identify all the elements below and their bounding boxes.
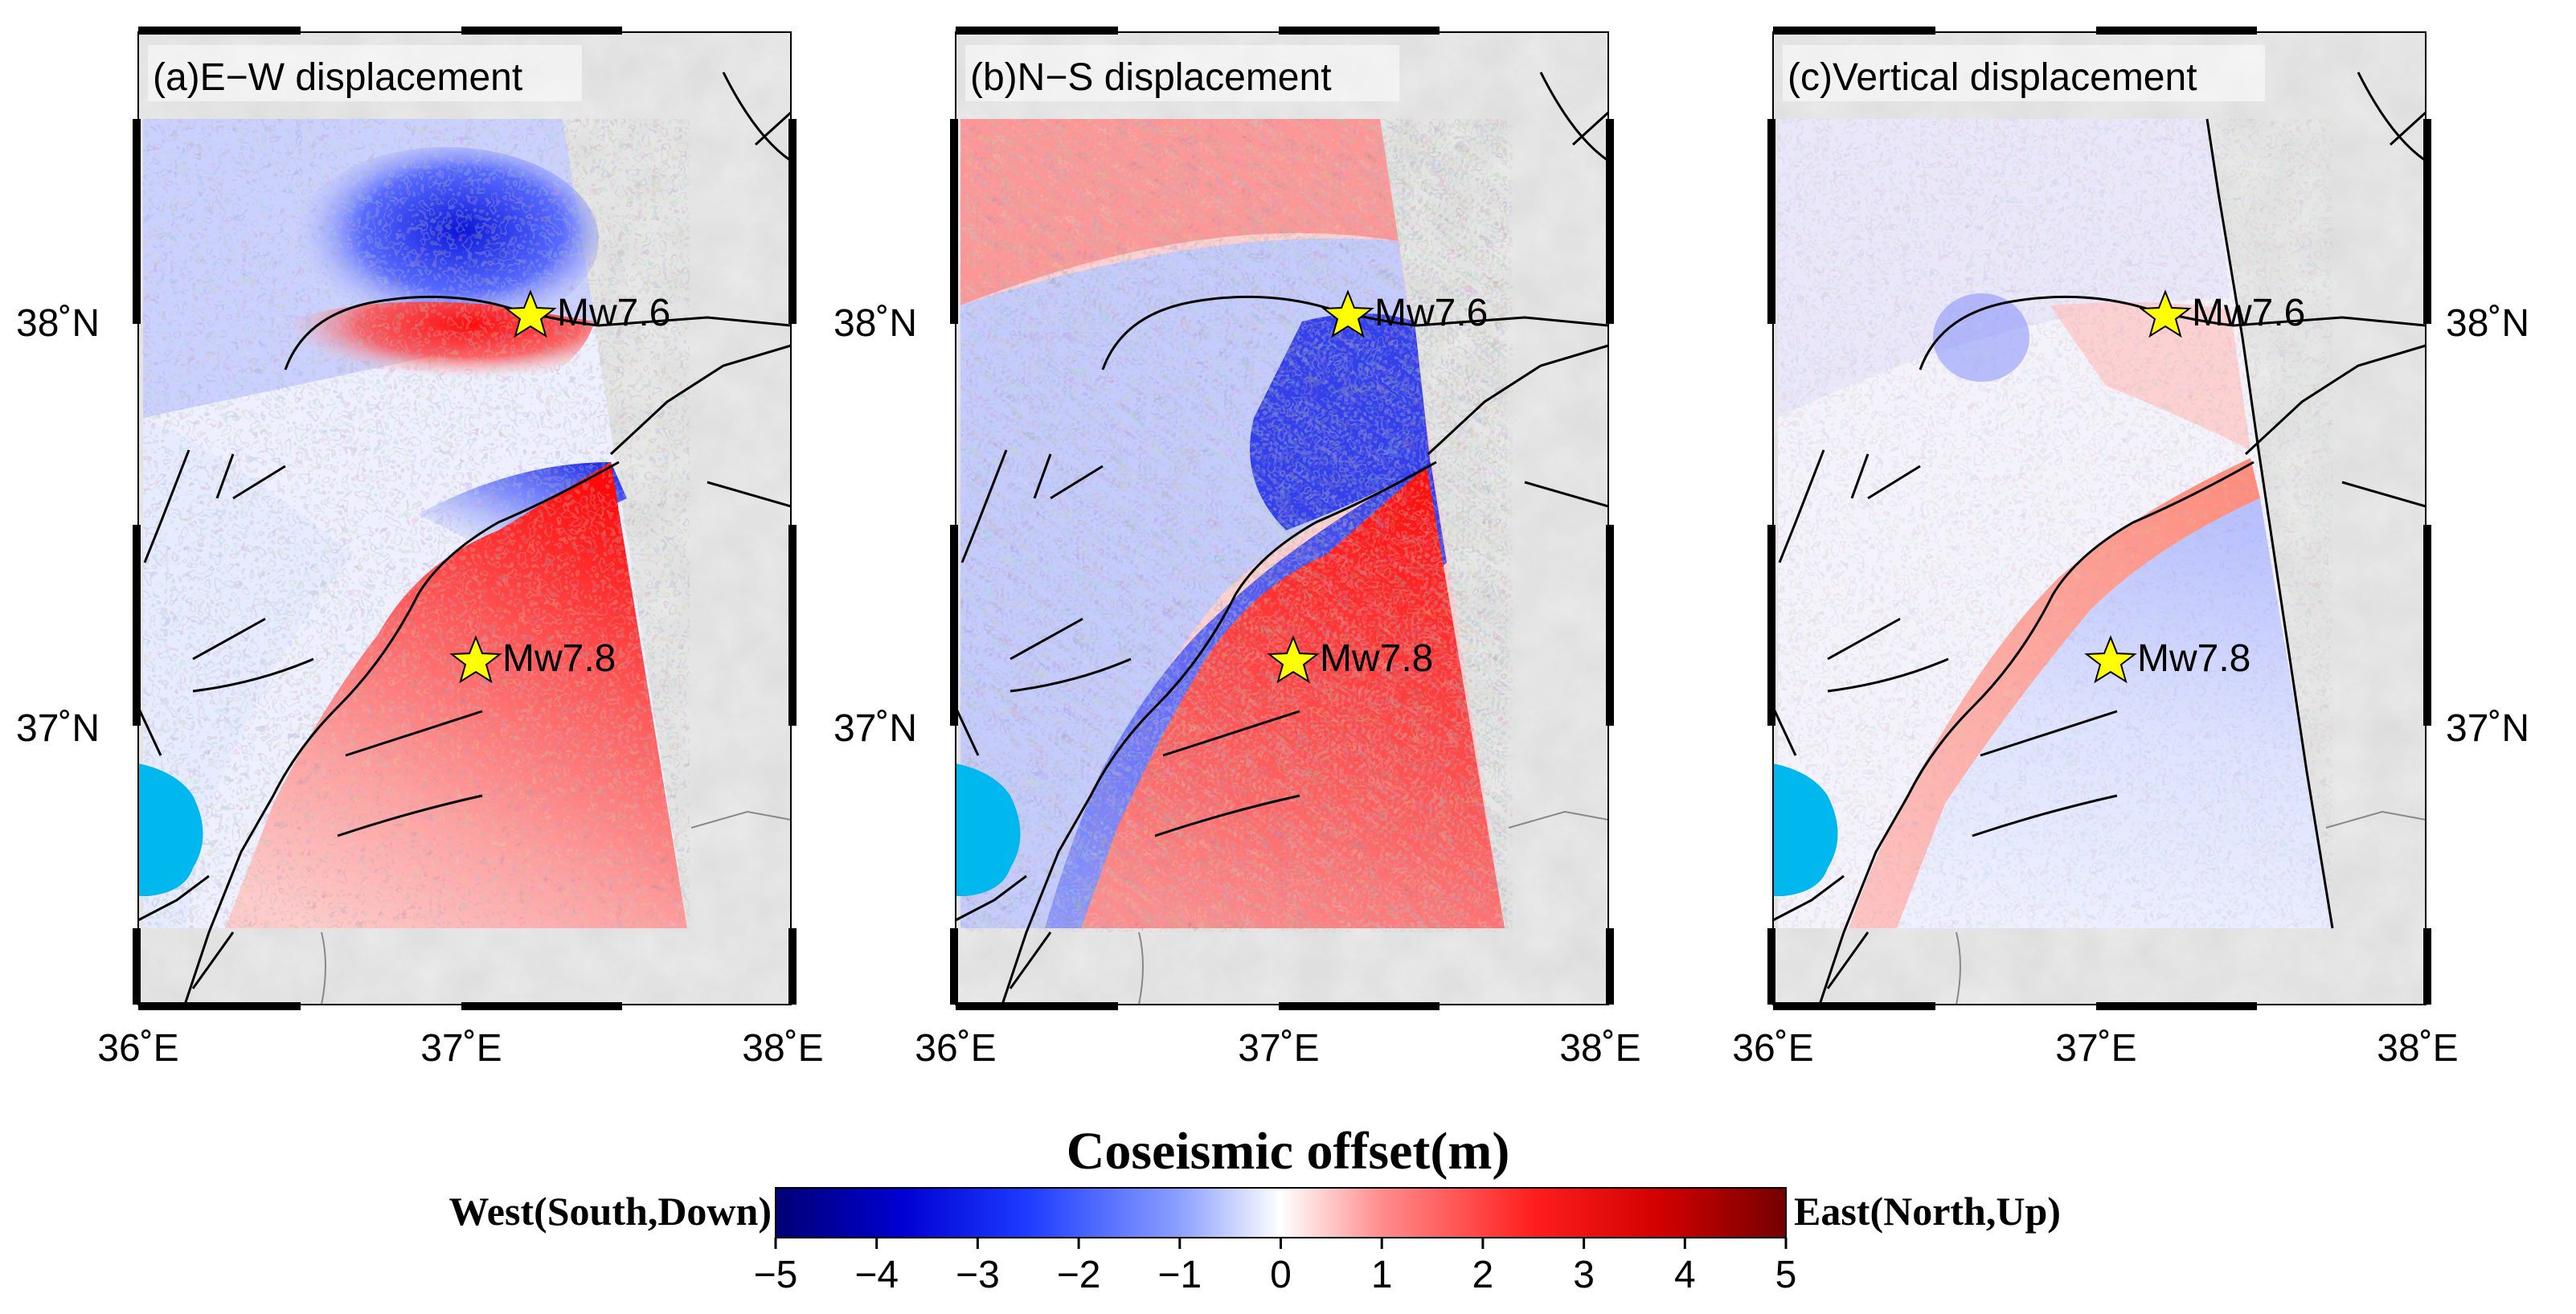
epicenter-label: Mw7.6 xyxy=(557,292,670,334)
panel-ns-displacement: (b)N−S displacement Mw7.6 Mw7.8 38˚N 37˚… xyxy=(833,27,1641,1070)
lon-tick-label: 36˚E xyxy=(97,1027,178,1070)
panel-title: (a)E−W displacement xyxy=(153,56,522,99)
water-body xyxy=(1773,763,1838,896)
lon-tick-label: 36˚E xyxy=(1732,1027,1813,1070)
colorbar-title: Coseismic offset(m) xyxy=(1066,1122,1510,1181)
map-area xyxy=(1773,32,2426,1005)
colorbar-tick-label: −3 xyxy=(956,1254,1000,1296)
epicenter-marker: Mw7.8 xyxy=(2084,635,2250,684)
colorbar-tick-label: 2 xyxy=(1472,1254,1494,1296)
epicenter-label: Mw7.8 xyxy=(502,637,616,680)
epicenter-marker: Mw7.8 xyxy=(1267,635,1433,684)
lon-tick-label: 38˚E xyxy=(2377,1027,2458,1070)
lon-tick-label: 37˚E xyxy=(2055,1027,2136,1070)
epicenter-marker: Mw7.6 xyxy=(2139,289,2305,338)
map-area xyxy=(138,32,791,1005)
colorbar-gradient xyxy=(775,1187,1787,1238)
water-body xyxy=(138,763,203,896)
epicenter-label: Mw7.8 xyxy=(2137,637,2250,680)
lon-tick-label: 37˚E xyxy=(420,1027,502,1070)
colorbar-left-label: West(South,Down) xyxy=(448,1189,772,1234)
epicenter-label: Mw7.8 xyxy=(1320,637,1433,680)
colorbar-tick-label: −1 xyxy=(1157,1254,1202,1296)
colorbar-tick-label: −5 xyxy=(754,1254,798,1296)
colorbar-tick-label: −4 xyxy=(854,1254,899,1296)
colorbar-ticks: −5 −4 −3 −2 −1 0 1 2 3 4 5 xyxy=(754,1238,1797,1296)
colorbar-tick-label: 0 xyxy=(1270,1254,1292,1296)
panel-title: (b)N−S displacement xyxy=(970,56,1332,99)
map-area xyxy=(956,32,1608,1005)
lon-tick-label: 37˚E xyxy=(1238,1027,1319,1070)
lon-tick-label: 36˚E xyxy=(915,1027,996,1070)
colorbar-tick-label: 1 xyxy=(1371,1254,1393,1296)
lat-tick-label: 37˚N xyxy=(833,707,917,750)
fault-lines xyxy=(138,72,791,1005)
panel-title: (c)Vertical displacement xyxy=(1788,56,2197,99)
panel-vertical-displacement: (c)Vertical displacement Mw7.6 Mw7.8 38˚… xyxy=(1732,27,2529,1070)
lat-tick-label: 38˚N xyxy=(2446,302,2529,345)
colorbar: −5 −4 −3 −2 −1 0 1 2 3 4 5 xyxy=(754,1187,1797,1296)
colorbar-tick-label: −2 xyxy=(1057,1254,1101,1296)
epicenter-marker: Mw7.6 xyxy=(504,289,670,338)
panel-ew-displacement: (a)E−W displacement Mw7.6 Mw7.8 38˚N 37˚… xyxy=(16,27,824,1070)
fault-lines xyxy=(956,72,1608,1005)
fault-lines xyxy=(1773,72,2426,1005)
lat-tick-label: 37˚N xyxy=(16,707,100,750)
lon-tick-label: 38˚E xyxy=(742,1027,823,1070)
colorbar-tick-label: 3 xyxy=(1573,1254,1595,1296)
frame-ticks xyxy=(133,27,797,1010)
water-body xyxy=(956,763,1021,896)
epicenter-label: Mw7.6 xyxy=(2192,292,2305,334)
lon-tick-label: 38˚E xyxy=(1559,1027,1640,1070)
epicenter-label: Mw7.6 xyxy=(1374,292,1488,334)
colorbar-tick-label: 4 xyxy=(1674,1254,1696,1296)
epicenter-marker: Mw7.6 xyxy=(1321,289,1488,338)
lat-tick-label: 38˚N xyxy=(833,302,917,345)
colorbar-tick-label: 5 xyxy=(1775,1254,1797,1296)
frame-ticks xyxy=(1767,27,2431,1010)
frame-ticks xyxy=(950,27,1614,1010)
colorbar-right-label: East(North,Up) xyxy=(1794,1189,2061,1234)
lat-tick-label: 38˚N xyxy=(16,302,100,345)
lat-tick-label: 37˚N xyxy=(2446,707,2529,750)
epicenter-marker: Mw7.8 xyxy=(449,635,616,684)
